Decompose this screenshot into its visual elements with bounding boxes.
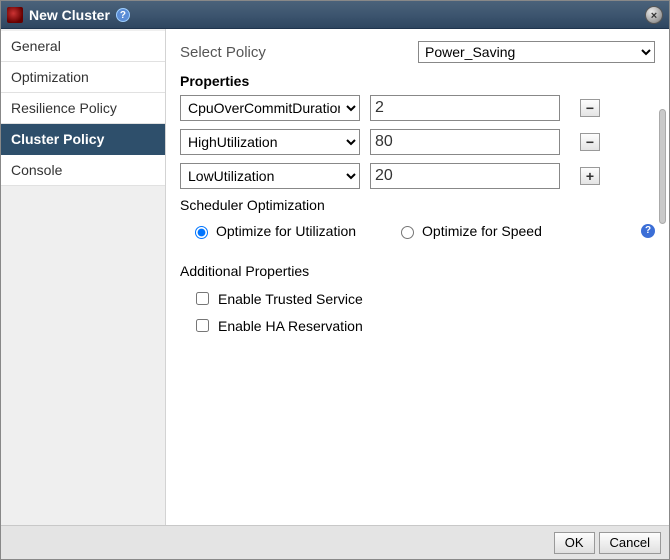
radio-optimize-speed[interactable]: Optimize for Speed	[396, 223, 542, 239]
checkbox-label: Enable HA Reservation	[218, 318, 363, 334]
sidebar-item-console[interactable]: Console	[1, 155, 165, 186]
additional-header: Additional Properties	[180, 263, 655, 279]
dialog-title: New Cluster	[29, 7, 110, 23]
sidebar-item-label: Resilience Policy	[11, 100, 117, 116]
property-key-select[interactable]: LowUtilization	[180, 163, 360, 189]
sidebar-item-label: Optimization	[11, 69, 89, 85]
radio-label: Optimize for Speed	[422, 223, 542, 239]
property-key-select[interactable]: CpuOverCommitDuration	[180, 95, 360, 121]
add-property-button[interactable]: +	[580, 167, 600, 185]
ok-button[interactable]: OK	[554, 532, 595, 554]
checkbox-enable-trusted[interactable]: Enable Trusted Service	[192, 289, 655, 308]
sidebar-item-resilience[interactable]: Resilience Policy	[1, 93, 165, 124]
remove-property-button[interactable]: −	[580, 99, 600, 117]
select-policy-dropdown[interactable]: Power_Saving	[418, 41, 655, 63]
property-value-input[interactable]	[370, 129, 560, 155]
property-row: HighUtilization −	[180, 129, 655, 155]
remove-property-button[interactable]: −	[580, 133, 600, 151]
property-row: LowUtilization +	[180, 163, 655, 189]
sidebar-item-optimization[interactable]: Optimization	[1, 62, 165, 93]
property-row: CpuOverCommitDuration −	[180, 95, 655, 121]
help-icon[interactable]: ?	[641, 224, 655, 238]
radio-optimize-utilization[interactable]: Optimize for Utilization	[190, 223, 356, 239]
radio-input-utilization[interactable]	[195, 226, 208, 239]
checkbox-input-ha[interactable]	[196, 319, 209, 332]
app-icon	[7, 7, 23, 23]
checkbox-label: Enable Trusted Service	[218, 291, 363, 307]
sidebar-item-label: General	[11, 38, 61, 54]
select-policy-label: Select Policy	[180, 44, 410, 61]
dialog-footer: OK Cancel	[1, 525, 669, 559]
checkbox-enable-ha[interactable]: Enable HA Reservation	[192, 316, 655, 335]
radio-label: Optimize for Utilization	[216, 223, 356, 239]
property-key-select[interactable]: HighUtilization	[180, 129, 360, 155]
help-icon[interactable]: ?	[116, 8, 130, 22]
sidebar-item-general[interactable]: General	[1, 31, 165, 62]
scrollbar-thumb[interactable]	[659, 109, 666, 224]
sidebar-item-label: Console	[11, 162, 62, 178]
sidebar-item-cluster-policy[interactable]: Cluster Policy	[1, 124, 165, 155]
properties-header: Properties	[180, 73, 655, 89]
dialog-new-cluster: New Cluster ? × General Optimization Res…	[0, 0, 670, 560]
close-icon[interactable]: ×	[645, 6, 663, 24]
sidebar-item-label: Cluster Policy	[11, 131, 104, 147]
checkbox-input-trusted[interactable]	[196, 292, 209, 305]
dialog-body: General Optimization Resilience Policy C…	[1, 29, 669, 525]
content-panel: Select Policy Power_Saving Properties Cp…	[166, 29, 669, 525]
cancel-button[interactable]: Cancel	[599, 532, 661, 554]
property-value-input[interactable]	[370, 95, 560, 121]
sidebar: General Optimization Resilience Policy C…	[1, 29, 166, 525]
scheduler-header: Scheduler Optimization	[180, 197, 655, 213]
property-value-input[interactable]	[370, 163, 560, 189]
titlebar: New Cluster ? ×	[1, 1, 669, 29]
radio-input-speed[interactable]	[401, 226, 414, 239]
